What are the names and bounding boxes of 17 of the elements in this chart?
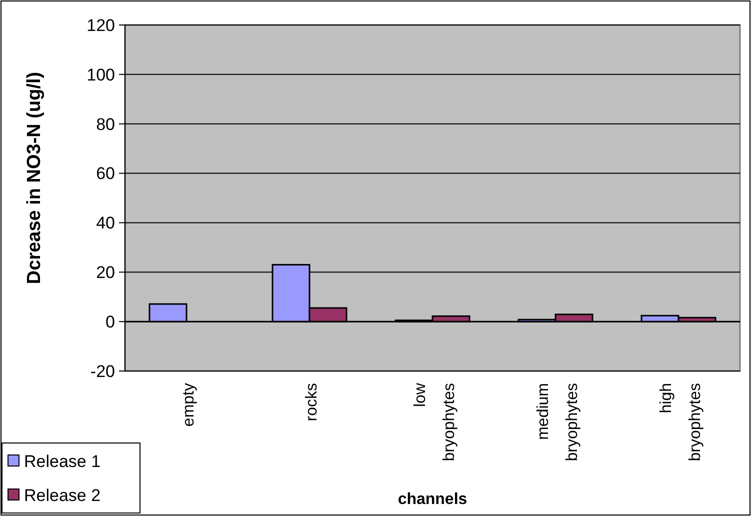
- x-axis-title: channels: [398, 491, 468, 508]
- y-tick-label: 120: [86, 16, 115, 35]
- x-tick-label: high bryophytes: [658, 383, 704, 462]
- y-tick-label: 40: [96, 214, 115, 233]
- y-tick-label: 80: [96, 114, 115, 134]
- y-tick-label: 100: [86, 65, 115, 84]
- x-tick-label: medium bryophytes: [535, 383, 581, 462]
- y-axis-title: Dcrease in NO3-N (ug/l): [24, 72, 45, 284]
- y-tick-label: -20: [90, 362, 115, 381]
- legend-label: Release 1: [24, 452, 101, 471]
- y-tick-label: 20: [96, 263, 115, 282]
- x-tick-label: empty: [180, 383, 198, 427]
- y-tick-label: 0: [106, 312, 115, 332]
- x-tick-label: rocks: [304, 383, 320, 422]
- y-tick-label: 60: [96, 164, 115, 184]
- legend-label: Release 2: [24, 486, 101, 505]
- x-tick-label: low bryophytes: [412, 382, 458, 462]
